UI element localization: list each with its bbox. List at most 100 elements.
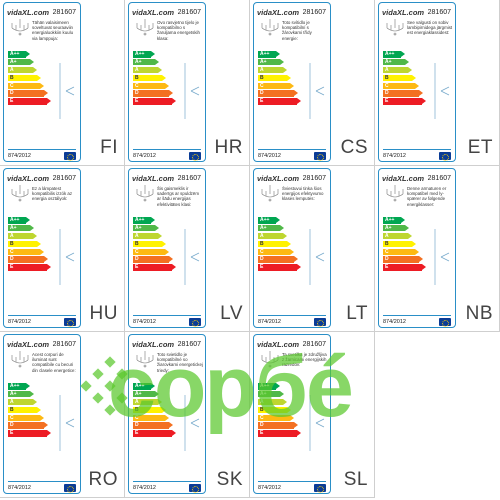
language-code: SK (216, 469, 243, 490)
bracket-pointer-icon (59, 229, 75, 285)
energy-class-scale: A++ A+ A B C D E (383, 217, 426, 272)
energy-label-cell: vidaXL.com 281607 See valgusti on sobiv la… (375, 0, 500, 166)
energy-class-bar: A++ (133, 51, 155, 58)
energy-class-bar: D (133, 256, 172, 263)
energy-class-bar: B (133, 240, 165, 248)
energy-class-bar: E (383, 98, 426, 105)
bracket-pointer-icon (184, 63, 200, 119)
eu-flag-icon (64, 484, 76, 493)
chandelier-icon (261, 19, 279, 36)
energy-label-cell: vidaXL.com 281607 Ez a lámpatest kompatibi… (0, 166, 125, 332)
eu-flag-icon (439, 152, 451, 161)
energy-class-bar: A+ (258, 224, 283, 232)
energy-class-bar: A++ (258, 383, 280, 390)
compatibility-text: Denne armaturen er kompatibel med ly- sp… (407, 186, 447, 207)
energy-class-bar: A+ (8, 58, 33, 66)
energy-class-bar: B (8, 74, 40, 82)
language-code: CS (340, 137, 368, 158)
energy-class-bar: B (258, 406, 290, 414)
energy-class-bar: A+ (258, 390, 283, 398)
divider (383, 149, 451, 150)
energy-label-card: vidaXL.com 281607 Šviestuvui tinka šios en… (253, 168, 331, 328)
model-number: 281607 (302, 9, 326, 16)
divider (133, 315, 201, 316)
model-number: 281607 (177, 341, 201, 348)
brand-logo: vidaXL.com (7, 174, 50, 183)
energy-class-bar: A++ (258, 217, 280, 224)
energy-label-cell: vidaXL.com 281607 Ta svetilka je združljiv… (250, 332, 375, 498)
energy-class-bar: A+ (258, 58, 283, 66)
regulation-number: 874/2012 (133, 319, 156, 325)
regulation-number: 874/2012 (8, 153, 31, 159)
energy-class-scale: A++ A+ A B C D E (8, 217, 51, 272)
energy-class-bar: B (8, 406, 40, 414)
energy-class-bar: A (8, 398, 37, 406)
energy-class-bar: A+ (8, 224, 33, 232)
bracket-pointer-icon (59, 63, 75, 119)
energy-class-bar: D (8, 256, 47, 263)
eu-flag-icon (64, 318, 76, 327)
brand-logo: vidaXL.com (382, 174, 425, 183)
energy-class-bar: B (258, 240, 290, 248)
language-code: SL (343, 469, 368, 490)
energy-class-scale: A++ A+ A B C D E (8, 383, 51, 438)
language-code: RO (88, 469, 118, 490)
divider (258, 149, 326, 150)
model-number: 281607 (302, 175, 326, 182)
language-code: NB (465, 303, 493, 324)
energy-class-bar: C (258, 248, 294, 256)
brand-logo: vidaXL.com (382, 8, 425, 17)
model-number: 281607 (52, 341, 76, 348)
energy-class-bar: D (133, 90, 172, 97)
bracket-pointer-icon (184, 395, 200, 451)
brand-logo: vidaXL.com (7, 8, 50, 17)
energy-label-cell: vidaXL.com 281607 Toto svítidlo je kompati… (250, 0, 375, 166)
energy-class-scale: A++ A+ A B C D E (383, 51, 426, 106)
energy-class-bar: A (258, 66, 287, 74)
eu-flag-icon (314, 484, 326, 493)
language-code: LV (220, 303, 243, 324)
regulation-number: 874/2012 (133, 485, 156, 491)
energy-class-bar: A++ (133, 217, 155, 224)
compatibility-text: Tähän valaisimeen soveltuvat seuraaviin … (32, 20, 74, 41)
bracket-pointer-icon (59, 395, 75, 451)
regulation-number: 874/2012 (8, 319, 31, 325)
chandelier-icon (386, 185, 404, 202)
energy-class-bar: A (133, 232, 162, 240)
energy-class-scale: A++ A+ A B C D E (133, 217, 176, 272)
regulation-number: 874/2012 (8, 485, 31, 491)
energy-class-bar: A (258, 232, 287, 240)
energy-label-cell: vidaXL.com 281607 Acest corpuri de ilumina… (0, 332, 125, 498)
energy-label-card: vidaXL.com 281607 Ta svetilka je združljiv… (253, 334, 331, 494)
energy-label-card: vidaXL.com 281607 Acest corpuri de ilumina… (3, 334, 81, 494)
energy-class-bar: D (258, 256, 297, 263)
energy-class-scale: A++ A+ A B C D E (258, 383, 301, 438)
regulation-number: 874/2012 (133, 153, 156, 159)
energy-class-bar: D (258, 422, 297, 429)
divider (383, 315, 451, 316)
energy-class-bar: C (8, 414, 44, 422)
energy-class-bar: C (133, 414, 169, 422)
language-code: LT (346, 303, 368, 324)
energy-class-bar: E (8, 98, 51, 105)
compatibility-text: See valgusti on sobiv lambipirnidega jär… (407, 20, 453, 36)
compatibility-text: Ovo rasvjetno tijelo je kompatibilno s ž… (157, 20, 200, 41)
regulation-number: 874/2012 (383, 319, 406, 325)
energy-class-bar: E (383, 264, 426, 271)
energy-class-bar: A+ (133, 390, 158, 398)
energy-class-bar: A (383, 232, 412, 240)
energy-class-bar: A+ (133, 58, 158, 66)
divider (8, 315, 76, 316)
energy-class-bar: A++ (8, 383, 30, 390)
divider (133, 481, 201, 482)
energy-class-bar: A (8, 66, 37, 74)
energy-class-bar: B (133, 74, 165, 82)
chandelier-icon (261, 351, 279, 368)
compatibility-text: Toto svietidlo je kompatibilné so žiarov… (157, 352, 203, 373)
energy-label-cell: vidaXL.com 281607 Denne armaturen er kompa… (375, 166, 500, 332)
energy-class-bar: B (258, 74, 290, 82)
energy-label-card: vidaXL.com 281607 Tähän valaisimeen sovelt… (3, 2, 81, 162)
energy-label-card: vidaXL.com 281607 Toto svietidlo je kompat… (128, 334, 206, 494)
energy-label-cell: vidaXL.com 281607 Ovo rasvjetno tijelo je … (125, 0, 250, 166)
energy-class-bar: D (258, 90, 297, 97)
